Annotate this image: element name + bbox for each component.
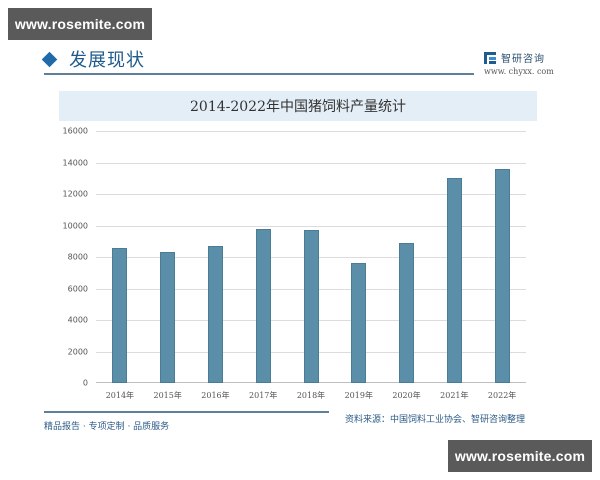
brand-url: www. chyxx. com [484, 67, 554, 76]
y-tick-label: 16000 [62, 126, 88, 136]
y-tick-label: 4000 [67, 315, 88, 325]
bar-2017 [255, 228, 271, 383]
section-title: 发展现状 [69, 50, 145, 71]
bar-2015 [160, 252, 176, 383]
footer-slogan: 精品报告 · 专项定制 · 品质服务 [44, 422, 170, 432]
gridline [96, 194, 526, 195]
x-tick-label: 2018年 [296, 391, 326, 400]
y-tick-label: 0 [82, 378, 88, 388]
gridline [96, 225, 526, 227]
watermark-bottom: www.rosemite.com [448, 440, 592, 472]
gridline [96, 131, 526, 132]
section-header: 发展现状 [41, 46, 145, 72]
x-tick-label: 2016年 [201, 391, 230, 400]
x-tick-label: 2015年 [153, 391, 182, 400]
chart-title: 2014-2022年中国猪饲料产量统计 [190, 99, 406, 115]
brand: 智研咨询 [484, 50, 545, 65]
bar-2018 [303, 230, 319, 383]
x-tick-label: 2017年 [249, 391, 278, 400]
bar-2020 [399, 242, 415, 383]
brand-logo-icon [484, 51, 496, 64]
diamond-icon [41, 51, 58, 67]
x-tick-label: 2021年 [440, 391, 469, 400]
x-tick-label: 2020年 [392, 391, 421, 400]
bar-2022 [494, 168, 510, 383]
footer-divider [44, 411, 329, 413]
chart-title-band: 2014-2022年中国猪饲料产量统计 [59, 91, 537, 121]
bar-2019 [351, 263, 367, 383]
bar-2016 [207, 245, 223, 383]
x-tick-label: 2014年 [105, 391, 135, 400]
y-tick-label: 10000 [62, 221, 88, 230]
y-tick-label: 2000 [67, 347, 88, 356]
gridline [96, 162, 526, 164]
brand-name: 智研咨询 [501, 54, 545, 65]
y-tick-label: 14000 [62, 158, 88, 167]
data-source-note: 资料来源：中国饲料工业协会、智研咨询整理 [345, 415, 526, 425]
y-tick-label: 6000 [67, 284, 88, 293]
y-tick-label: 8000 [67, 252, 88, 262]
x-tick-label: 2022年 [487, 391, 517, 400]
header-divider [44, 73, 474, 75]
bar-2021 [446, 178, 462, 383]
bar-chart-plot: 0 2000 4000 6000 8000 10000 12000 14000 16000 [63, 127, 526, 388]
x-tick-label: 2019年 [344, 391, 373, 400]
bar-2014 [112, 247, 128, 383]
y-tick-label: 12000 [62, 189, 88, 199]
watermark-top: www.rosemite.com [8, 8, 152, 40]
